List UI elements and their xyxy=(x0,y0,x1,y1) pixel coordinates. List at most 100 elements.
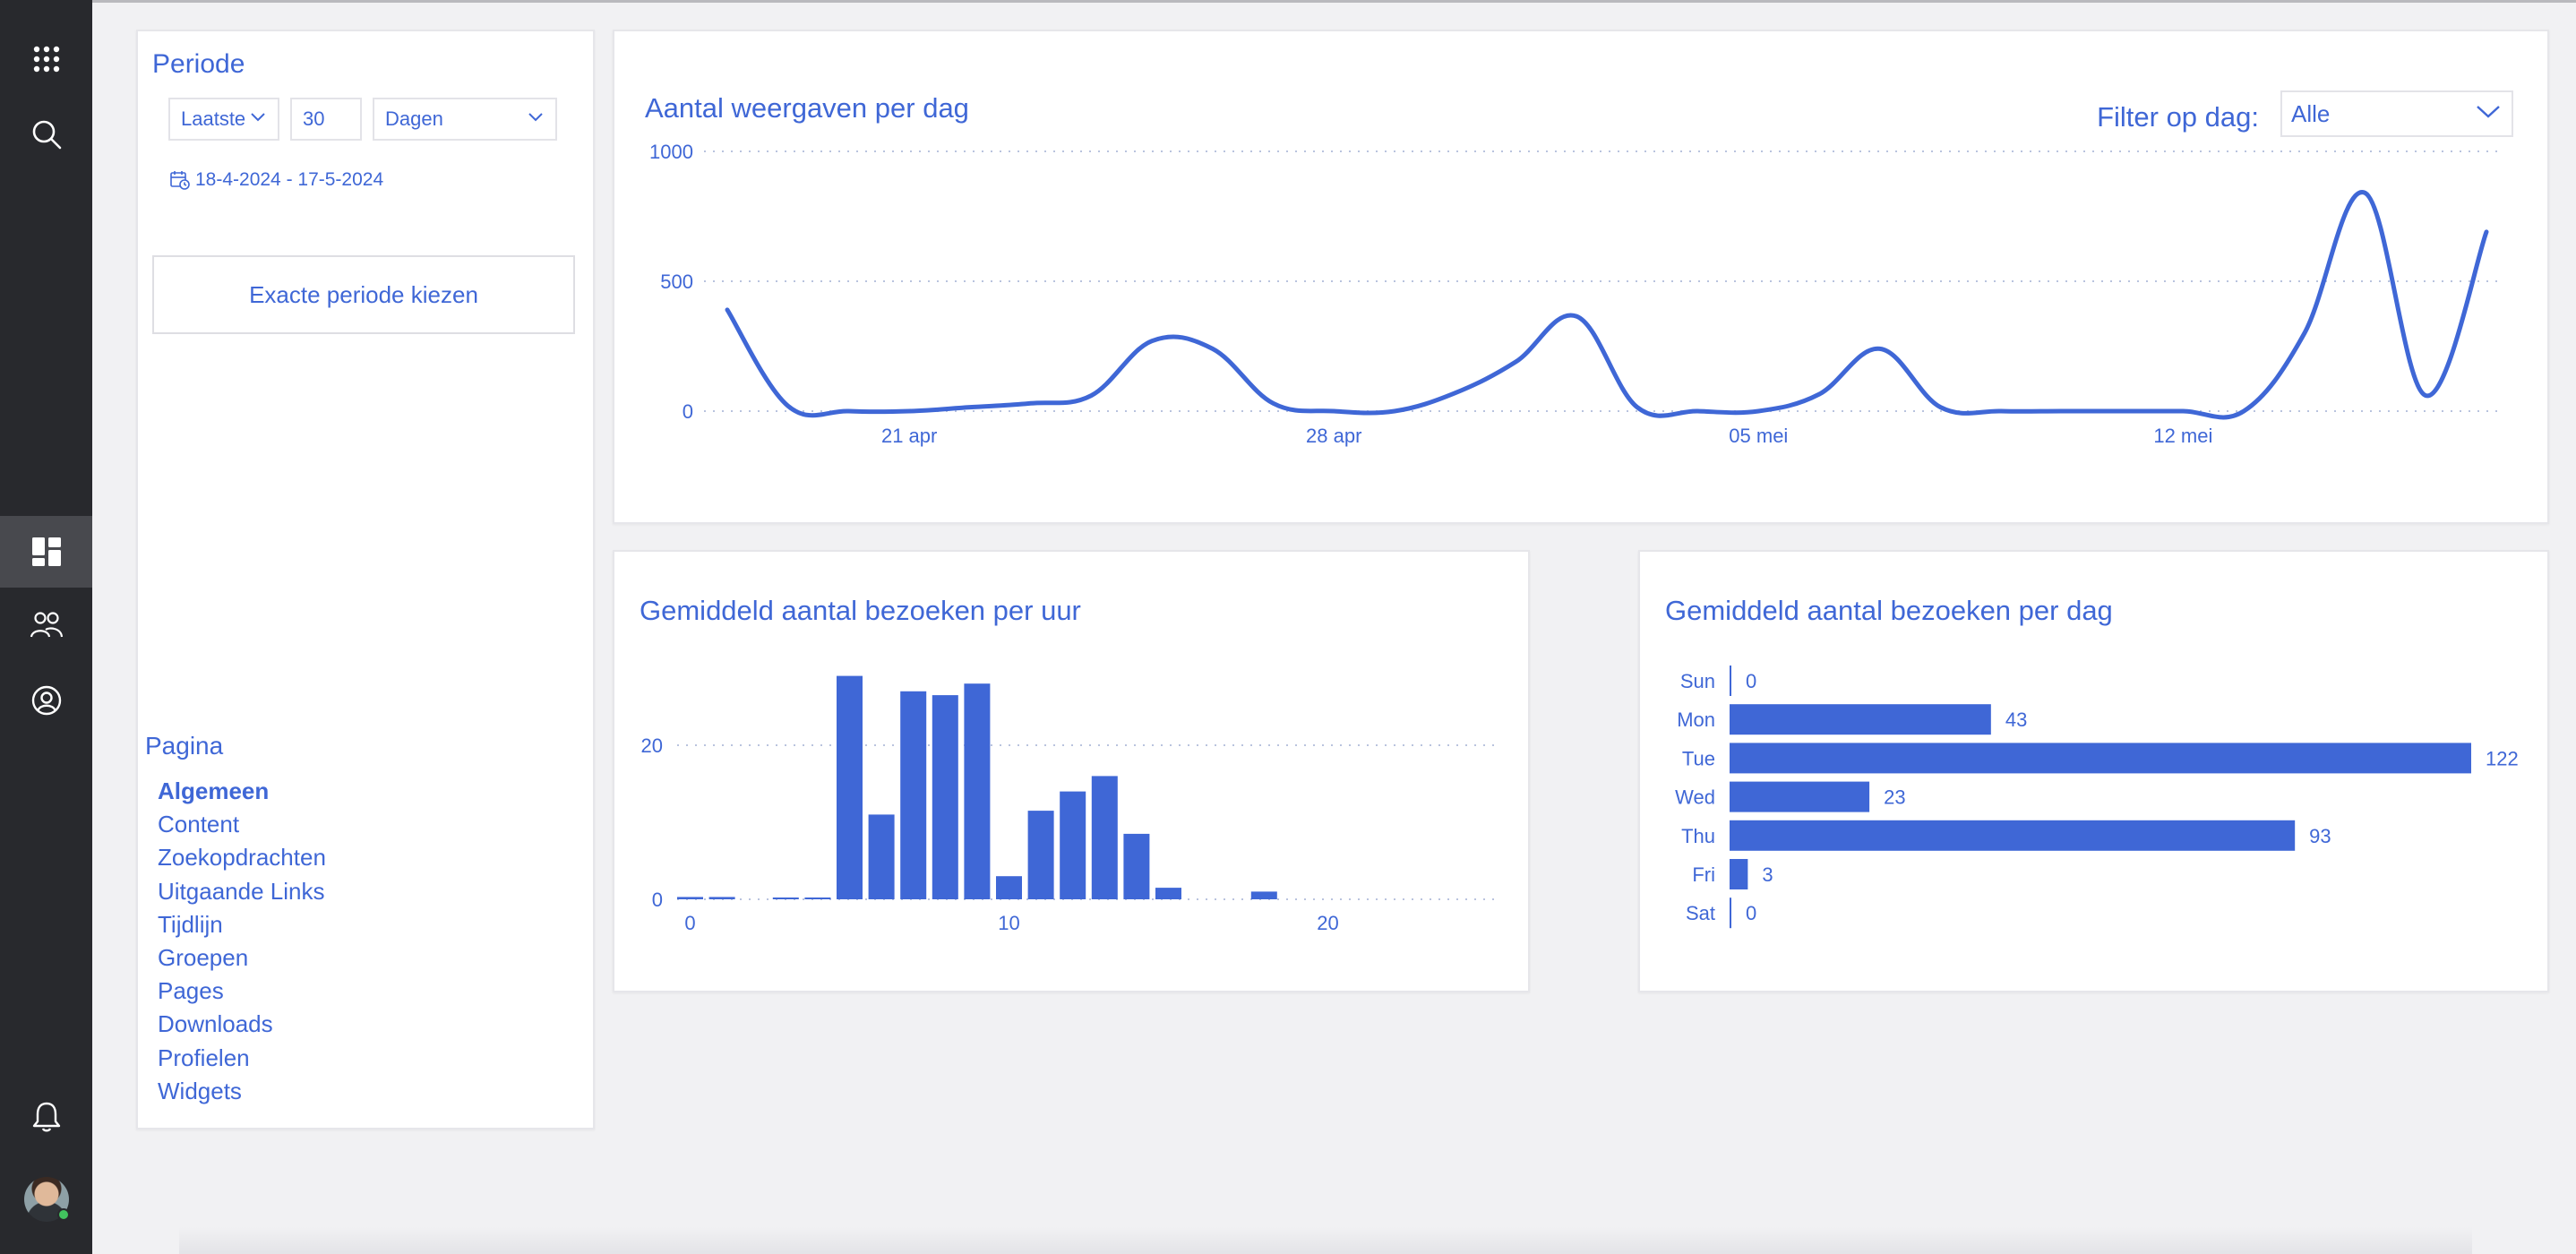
visits-per-day-card: Gemiddeld aantal bezoeken per dag Sun 0 Mo… xyxy=(1638,550,2549,992)
notifications-button[interactable] xyxy=(0,1081,92,1153)
chevron-down-icon xyxy=(528,113,543,122)
hour-bar xyxy=(868,814,895,899)
visits-per-hour-card: Gemiddeld aantal bezoeken per uur 0 20 0 10… xyxy=(613,550,1530,992)
day-bar xyxy=(1730,898,1731,929)
chevron-down-icon xyxy=(251,113,265,122)
hour-bar xyxy=(677,897,703,899)
period-mode-value: Laatste xyxy=(181,107,246,130)
y-tick-label: 500 xyxy=(660,271,693,293)
visits-per-day-chart: Sun 0 Mon 43 Tue 122 Wed 23 Thu 93 Fri 3 Sat 0 xyxy=(1675,666,2519,929)
day-bar xyxy=(1730,743,2471,774)
y-tick-label: 1000 xyxy=(649,141,693,163)
y-tick-label: 20 xyxy=(641,734,663,757)
day-label: Tue xyxy=(1682,747,1715,769)
period-mode-select[interactable]: Laatste xyxy=(168,98,279,141)
visits-per-hour-chart: 0 20 0 10 20 xyxy=(641,675,1501,934)
app-rail xyxy=(0,0,92,1254)
page-nav-item[interactable]: Downloads xyxy=(158,1010,273,1038)
period-unit-value: Dagen xyxy=(385,107,443,130)
date-range-text: 18-4-2024 - 17-5-2024 xyxy=(195,169,384,190)
day-bar xyxy=(1730,859,1748,889)
x-tick-label: 10 xyxy=(998,912,1019,934)
views-per-day-card: Aantal weergaven per dag Filter op dag: … xyxy=(613,30,2549,524)
views-line-chart: 0 500 1000 21 apr 28 apr 05 mei 12 mei xyxy=(649,141,2499,447)
day-filter-value: Alle xyxy=(2291,99,2331,127)
period-title: Periode xyxy=(152,49,245,79)
hour-bar xyxy=(932,695,958,899)
page-nav-item[interactable]: Content xyxy=(158,811,240,838)
day-label: Sat xyxy=(1686,902,1715,924)
profile-icon xyxy=(31,685,61,716)
filter-label: Filter op dag: xyxy=(2097,101,2259,133)
x-tick-label: 0 xyxy=(684,912,695,934)
day-value-label: 3 xyxy=(1762,863,1773,886)
views-chart-title: Aantal weergaven per dag xyxy=(645,92,969,124)
hour-bar xyxy=(1060,791,1086,899)
day-bar xyxy=(1730,666,1731,696)
date-range: 18-4-2024 - 17-5-2024 xyxy=(170,169,383,191)
page-nav-item[interactable]: Groepen xyxy=(158,944,249,972)
day-value-label: 0 xyxy=(1746,902,1756,924)
hour-bar xyxy=(964,683,991,899)
day-label: Fri xyxy=(1692,863,1715,886)
search-button[interactable] xyxy=(0,99,92,170)
x-tick-label: 21 apr xyxy=(881,425,937,447)
page-nav-title: Pagina xyxy=(145,732,224,760)
y-tick-label: 0 xyxy=(683,400,693,423)
period-amount-input[interactable]: 30 xyxy=(290,98,362,141)
page-nav-item[interactable]: Algemeen xyxy=(158,777,270,804)
x-tick-label: 28 apr xyxy=(1306,425,1361,447)
hour-chart-title: Gemiddeld aantal bezoeken per uur xyxy=(640,595,1081,626)
profile-button[interactable] xyxy=(0,665,92,736)
day-bar xyxy=(1730,781,1870,812)
dashboard-button[interactable] xyxy=(0,516,92,588)
apps-grid-button[interactable] xyxy=(0,23,92,95)
exact-period-button[interactable]: Exacte periode kiezen xyxy=(152,255,575,334)
hour-bar xyxy=(1123,833,1150,899)
page-nav-item[interactable]: Pages xyxy=(158,977,224,1005)
x-tick-label: 05 mei xyxy=(1729,425,1788,447)
y-tick-label: 0 xyxy=(652,889,663,911)
groups-button[interactable] xyxy=(0,589,92,661)
page-nav-item[interactable]: Zoekopdrachten xyxy=(158,844,326,872)
page-nav-item[interactable]: Profielen xyxy=(158,1044,250,1071)
views-series-line xyxy=(725,190,2489,420)
period-amount-value: 30 xyxy=(303,107,325,130)
chevron-down-icon xyxy=(2477,106,2500,118)
period-panel: Periode Laatste 30 Dagen 18-4-2024 - 17-… xyxy=(136,30,595,1129)
day-value-label: 0 xyxy=(1746,670,1756,692)
page-nav-item[interactable]: Tijdlijn xyxy=(158,910,223,938)
avatar[interactable] xyxy=(24,1177,70,1222)
groups-icon xyxy=(30,612,63,638)
page-nav-item[interactable]: Uitgaande Links xyxy=(158,877,325,905)
search-icon xyxy=(32,120,61,150)
x-tick-label: 12 mei xyxy=(2153,425,2212,447)
bottom-shadow xyxy=(179,1227,2472,1254)
dashboard-icon xyxy=(31,537,61,566)
day-chart-title: Gemiddeld aantal bezoeken per dag xyxy=(1665,595,2113,626)
hour-bar xyxy=(1250,891,1277,899)
hour-bar xyxy=(772,898,799,899)
window-top-border xyxy=(0,0,2576,3)
hour-bar xyxy=(1027,811,1054,899)
day-bar xyxy=(1730,820,2296,851)
page-nav-item[interactable]: Widgets xyxy=(158,1077,242,1104)
day-label: Wed xyxy=(1675,786,1715,809)
day-value-label: 122 xyxy=(2486,747,2519,769)
day-label: Thu xyxy=(1681,825,1715,847)
day-label: Sun xyxy=(1680,670,1715,692)
hour-bar xyxy=(837,675,863,899)
hour-bar xyxy=(900,691,927,899)
apps-grid-icon xyxy=(33,46,59,73)
hour-bar xyxy=(996,876,1022,899)
hour-bar xyxy=(804,898,831,899)
day-filter-select[interactable]: Alle xyxy=(2280,90,2513,137)
calendar-clock-icon xyxy=(170,171,190,190)
period-unit-select[interactable]: Dagen xyxy=(373,98,557,141)
day-bar xyxy=(1730,704,1991,735)
x-tick-label: 20 xyxy=(1317,912,1338,934)
hour-bar xyxy=(1155,888,1181,899)
day-value-label: 43 xyxy=(2005,709,2027,731)
day-label: Mon xyxy=(1677,709,1715,731)
day-value-label: 93 xyxy=(2309,825,2331,847)
